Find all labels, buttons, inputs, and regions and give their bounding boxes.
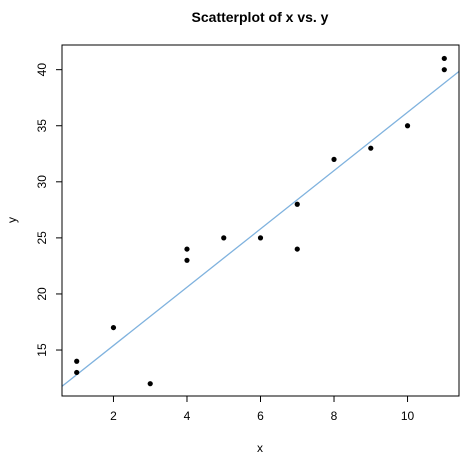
data-point <box>294 201 300 207</box>
data-point <box>184 257 190 263</box>
data-point <box>368 145 374 151</box>
y-tick-label: 35 <box>35 119 49 133</box>
data-point <box>294 246 300 252</box>
data-point <box>404 123 411 129</box>
data-point <box>441 55 447 62</box>
y-tick-label: 20 <box>35 287 49 301</box>
data-point <box>257 235 264 241</box>
data-point <box>147 381 153 387</box>
x-tick-label: 8 <box>331 409 338 423</box>
x-axis-label: x <box>257 441 263 455</box>
x-tick-label: 10 <box>401 409 415 423</box>
x-tick-label: 6 <box>257 409 264 423</box>
plot-frame <box>61 44 460 397</box>
y-tick-label: 30 <box>35 175 49 189</box>
data-point <box>74 369 80 376</box>
y-tick-label: 15 <box>35 343 49 357</box>
data-point <box>221 235 227 241</box>
y-axis-label: y <box>5 217 19 223</box>
x-tick-label: 4 <box>184 409 191 423</box>
data-point <box>184 246 190 252</box>
y-tick-label: 40 <box>35 63 49 77</box>
data-point <box>331 156 337 162</box>
x-tick-label: 2 <box>110 409 117 423</box>
data-point <box>110 324 117 331</box>
data-point <box>74 358 80 364</box>
data-point <box>441 67 447 73</box>
regression-line <box>62 70 459 388</box>
chart-title: Scatterplot of x vs. y <box>192 9 329 25</box>
y-tick-label: 25 <box>35 231 49 245</box>
